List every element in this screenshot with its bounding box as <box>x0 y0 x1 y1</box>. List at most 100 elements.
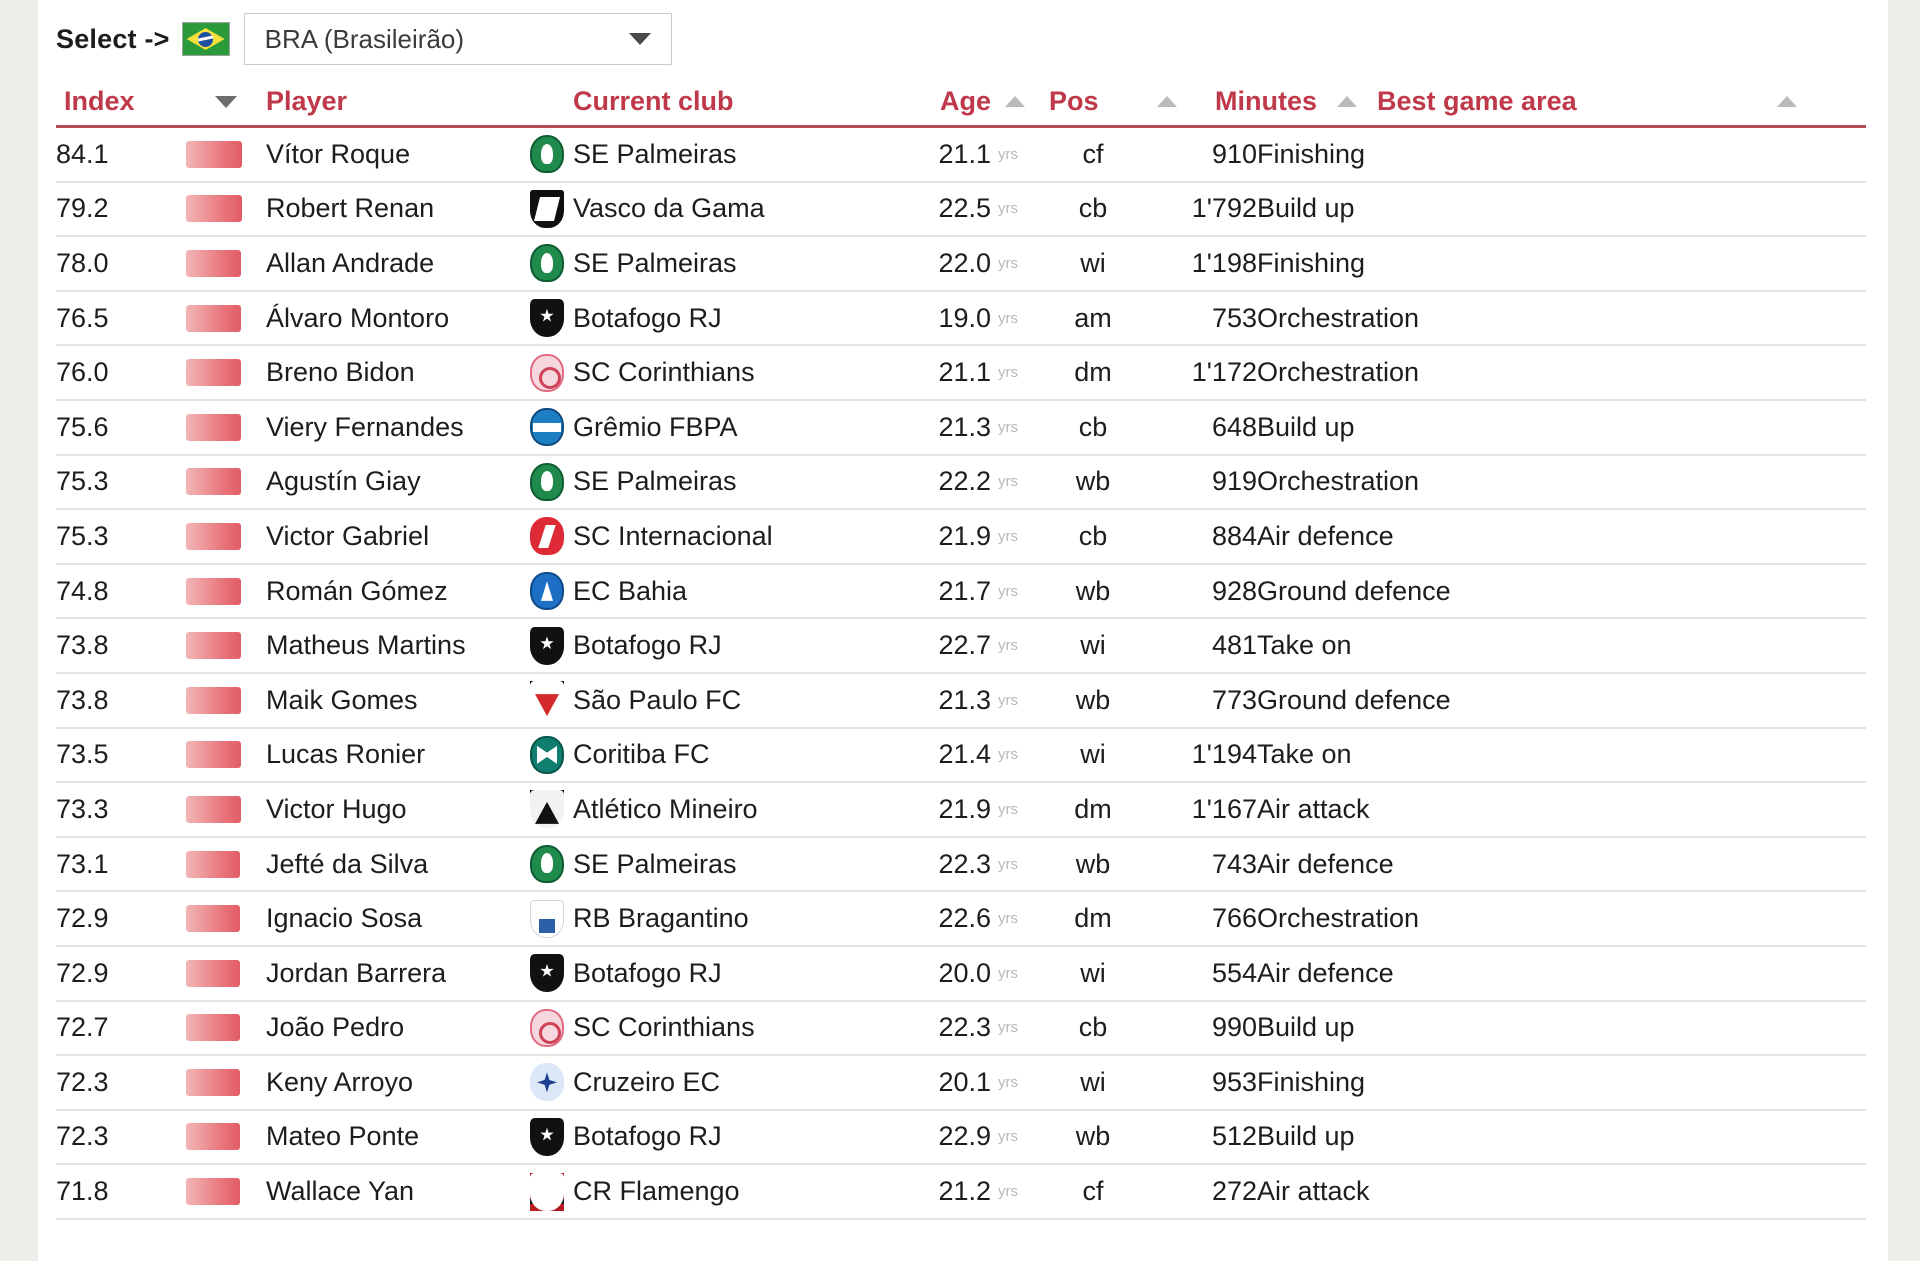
cell-club[interactable]: SE Palmeiras <box>573 849 871 880</box>
index-bar <box>186 1014 266 1042</box>
cell-age: 21.9 <box>871 521 991 552</box>
cell-player[interactable]: Jordan Barrera <box>266 958 521 989</box>
table-row[interactable]: 74.8 Román Gómez EC Bahia 21.7 yrs wb 928 Groun… <box>56 565 1866 620</box>
cell-player[interactable]: Wallace Yan <box>266 1176 521 1207</box>
table-row[interactable]: 72.3 Mateo Ponte Botafogo RJ 22.9 yrs wb 512 Bu… <box>56 1111 1866 1166</box>
column-header-current-club[interactable]: Current club <box>573 86 734 116</box>
minutes-value: 953 <box>1211 1066 1257 1097</box>
cell-club[interactable]: Botafogo RJ <box>573 1121 871 1152</box>
cell-player[interactable]: Román Gómez <box>266 576 521 607</box>
table-row[interactable]: 73.1 Jefté da Silva SE Palmeiras 22.3 yrs wb 7… <box>56 838 1866 893</box>
cell-player[interactable]: Lucas Ronier <box>266 739 521 770</box>
cell-player[interactable]: Álvaro Montoro <box>266 303 521 334</box>
cell-player[interactable]: Victor Hugo <box>266 794 521 825</box>
cell-club[interactable]: Atlético Mineiro <box>573 794 871 825</box>
minutes-value: 1'198 <box>1191 247 1257 278</box>
cell-player[interactable]: Keny Arroyo <box>266 1067 521 1098</box>
cell-age: 19.0 <box>871 303 991 334</box>
cell-club[interactable]: SE Palmeiras <box>573 139 871 170</box>
cell-player[interactable]: Allan Andrade <box>266 248 521 279</box>
column-header-player[interactable]: Player <box>266 86 348 116</box>
age-value: 21.3 <box>938 411 991 442</box>
cell-player[interactable]: Agustín Giay <box>266 466 521 497</box>
cell-index: 72.9 <box>56 903 186 934</box>
cell-player[interactable]: Victor Gabriel <box>266 521 521 552</box>
cell-age: 21.3 <box>871 685 991 716</box>
club-crest-icon <box>521 735 573 774</box>
cell-club[interactable]: Botafogo RJ <box>573 958 871 989</box>
table-row[interactable]: 76.0 Breno Bidon SC Corinthians 21.1 yrs dm 1'… <box>56 346 1866 401</box>
cell-club[interactable]: SC Internacional <box>573 521 871 552</box>
table-row[interactable]: 76.5 Álvaro Montoro Botafogo RJ 19.0 yrs am 75… <box>56 292 1866 347</box>
cell-club[interactable]: Cruzeiro EC <box>573 1067 871 1098</box>
cell-club[interactable]: Botafogo RJ <box>573 303 871 334</box>
table-row[interactable]: 72.7 João Pedro SC Corinthians 22.3 yrs cb 990… <box>56 1002 1866 1057</box>
table-row[interactable]: 72.9 Jordan Barrera Botafogo RJ 20.0 yrs wi 55… <box>56 947 1866 1002</box>
cell-player[interactable]: Viery Fernandes <box>266 412 521 443</box>
cell-club[interactable]: SE Palmeiras <box>573 466 871 497</box>
column-header-pos[interactable]: Pos <box>1049 86 1099 116</box>
club-crest-icon <box>521 790 573 829</box>
sort-ascending-icon-minutes[interactable] <box>1317 96 1377 107</box>
column-header-age[interactable]: Age <box>939 86 991 116</box>
table-body: 84.1 Vítor Roque SE Palmeiras 21.1 yrs cf 910 F… <box>56 128 1866 1220</box>
column-header-index[interactable]: Index <box>64 86 135 116</box>
cell-age: 21.4 <box>871 739 991 770</box>
sort-ascending-icon-area[interactable] <box>1757 96 1817 107</box>
index-bar <box>186 249 266 277</box>
chevron-down-icon[interactable] <box>628 33 651 45</box>
age-unit-label: yrs <box>998 473 1018 491</box>
cell-club[interactable]: RB Bragantino <box>573 903 871 934</box>
sort-descending-icon[interactable] <box>186 95 266 108</box>
column-header-minutes[interactable]: Minutes <box>1214 86 1317 116</box>
table-row[interactable]: 73.8 Maik Gomes São Paulo FC 21.3 yrs wb 773 Gr… <box>56 674 1866 729</box>
table-row[interactable]: 71.8 Wallace Yan CR Flamengo 21.2 yrs cf 272 Ai… <box>56 1165 1866 1220</box>
player-name: Román Gómez <box>266 575 448 606</box>
table-row[interactable]: 75.6 Viery Fernandes Grêmio FBPA 21.3 yrs cb 6… <box>56 401 1866 456</box>
cell-pos: wb <box>1049 685 1137 716</box>
cell-club[interactable]: SC Corinthians <box>573 1012 871 1043</box>
table-row[interactable]: 75.3 Agustín Giay SE Palmeiras 22.2 yrs wb 919… <box>56 456 1866 511</box>
cell-club[interactable]: Vasco da Gama <box>573 193 871 224</box>
cell-player[interactable]: Vítor Roque <box>266 139 521 170</box>
age-value: 21.3 <box>938 684 991 715</box>
table-row[interactable]: 72.9 Ignacio Sosa RB Bragantino 22.6 yrs dm 76… <box>56 892 1866 947</box>
cell-pos: dm <box>1049 357 1137 388</box>
cell-club[interactable]: EC Bahia <box>573 576 871 607</box>
table-row[interactable]: 73.5 Lucas Ronier Coritiba FC 21.4 yrs wi 1'19… <box>56 729 1866 784</box>
column-header-best-game-area[interactable]: Best game area <box>1377 86 1577 116</box>
cell-club[interactable]: SE Palmeiras <box>573 248 871 279</box>
cell-best-game-area: Ground defence <box>1257 685 1637 716</box>
cell-club[interactable]: Coritiba FC <box>573 739 871 770</box>
cell-club[interactable]: Grêmio FBPA <box>573 412 871 443</box>
cell-player[interactable]: Breno Bidon <box>266 357 521 388</box>
cell-player[interactable]: Jefté da Silva <box>266 849 521 880</box>
cell-club[interactable]: SC Corinthians <box>573 357 871 388</box>
cell-age: 22.2 <box>871 466 991 497</box>
cell-pos: cb <box>1049 521 1137 552</box>
table-row[interactable]: 79.2 Robert Renan Vasco da Gama 22.5 yrs cb 1'… <box>56 183 1866 238</box>
minutes-value: 928 <box>1211 575 1257 606</box>
cell-club[interactable]: CR Flamengo <box>573 1176 871 1207</box>
table-row[interactable]: 73.3 Victor Hugo Atlético Mineiro 21.9 yrs dm… <box>56 783 1866 838</box>
cell-player[interactable]: João Pedro <box>266 1012 521 1043</box>
cell-club[interactable]: Botafogo RJ <box>573 630 871 661</box>
table-row[interactable]: 73.8 Matheus Martins Botafogo RJ 22.7 yrs wi 4… <box>56 619 1866 674</box>
table-row[interactable]: 78.0 Allan Andrade SE Palmeiras 22.0 yrs wi 1'… <box>56 237 1866 292</box>
cell-player[interactable]: Ignacio Sosa <box>266 903 521 934</box>
club-name: Coritiba FC <box>573 739 710 770</box>
sort-ascending-icon-age[interactable] <box>991 96 1049 107</box>
cell-player[interactable]: Maik Gomes <box>266 685 521 716</box>
index-bar <box>186 413 266 441</box>
cell-pos: wb <box>1049 849 1137 880</box>
cell-player[interactable]: Robert Renan <box>266 193 521 224</box>
table-row[interactable]: 72.3 Keny Arroyo Cruzeiro EC 20.1 yrs wi 953 Fi… <box>56 1056 1866 1111</box>
cell-club[interactable]: São Paulo FC <box>573 685 871 716</box>
cell-pos: cf <box>1049 1176 1137 1207</box>
table-row[interactable]: 75.3 Victor Gabriel SC Internacional 21.9 yr… <box>56 510 1866 565</box>
league-select[interactable]: BRA (Brasileirão) <box>243 13 672 65</box>
sort-ascending-icon-pos[interactable] <box>1137 96 1197 107</box>
cell-player[interactable]: Matheus Martins <box>266 630 521 661</box>
cell-player[interactable]: Mateo Ponte <box>266 1121 521 1152</box>
table-row[interactable]: 84.1 Vítor Roque SE Palmeiras 21.1 yrs cf 910 F… <box>56 128 1866 183</box>
